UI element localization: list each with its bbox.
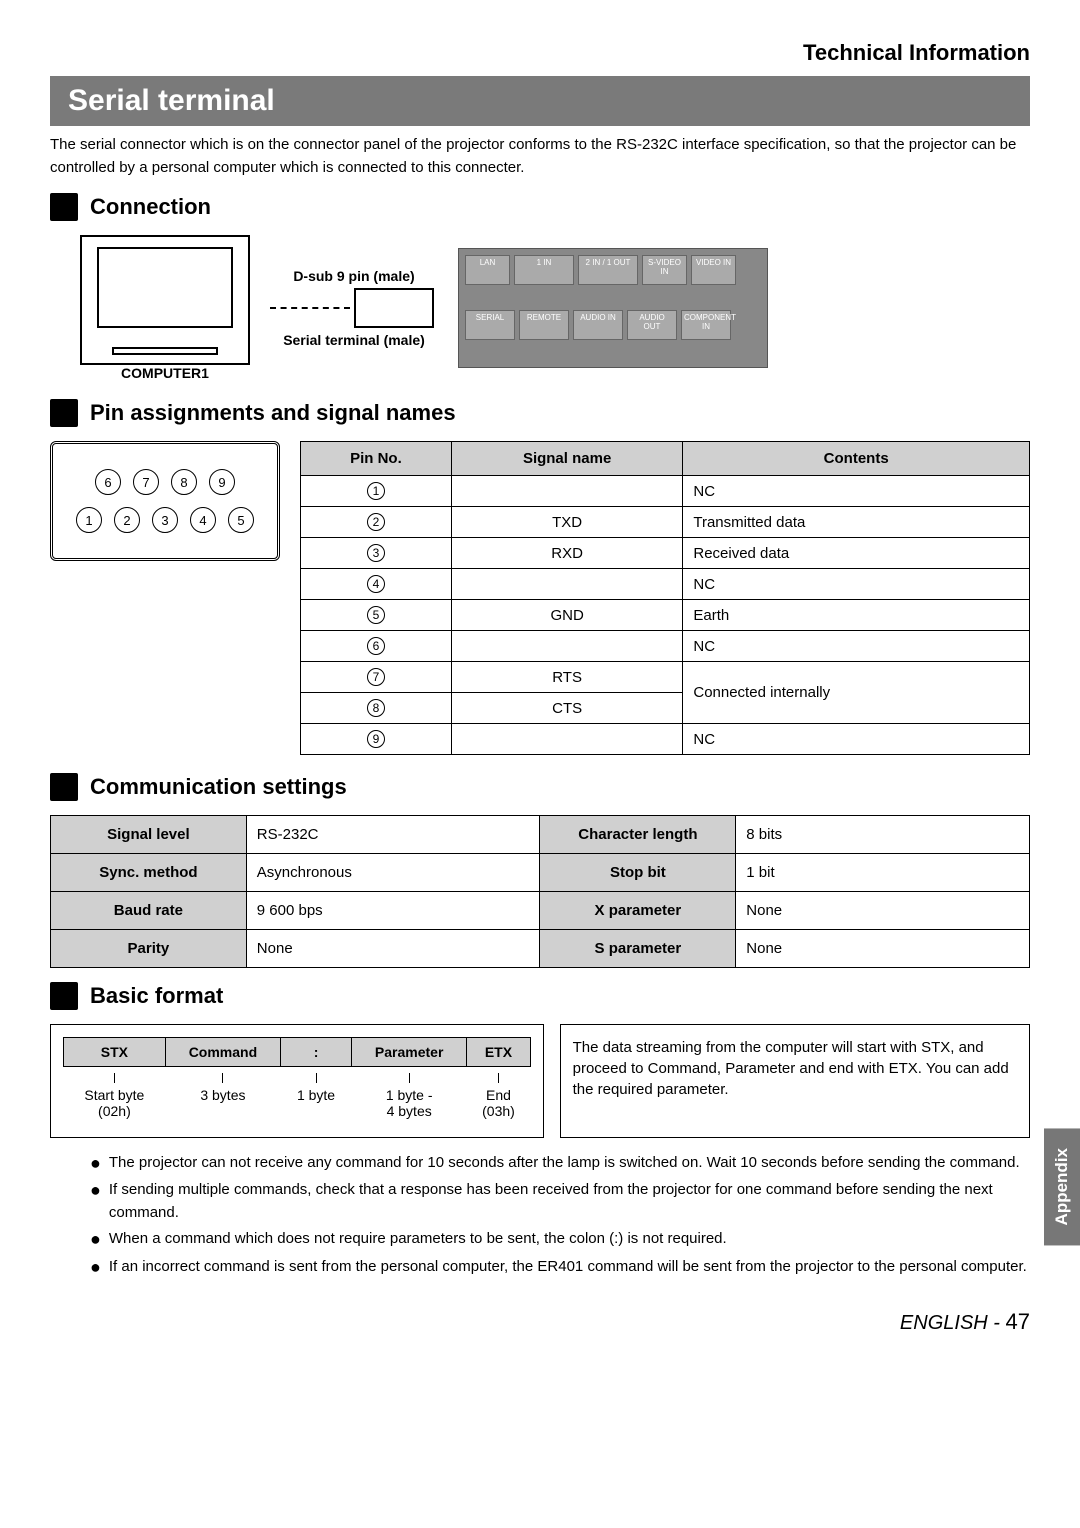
page-top-title: Technical Information: [50, 40, 1030, 66]
table-row: 1NC: [301, 476, 1030, 507]
fmt-colon-h: :: [281, 1038, 352, 1067]
fmt-param-h: Parameter: [352, 1038, 467, 1067]
fmt-etx-h: ETX: [467, 1038, 530, 1067]
pin-header-signal: Signal name: [451, 442, 682, 476]
comm-parity-v: None: [246, 930, 540, 968]
subhead-format: Basic format: [90, 983, 223, 1009]
comm-signal-level-v: RS-232C: [246, 816, 540, 854]
comm-sparam-h: S parameter: [540, 930, 736, 968]
bullet-icon: ●: [90, 1179, 101, 1224]
comm-char-len-h: Character length: [540, 816, 736, 854]
pin-circle: 3: [152, 507, 178, 533]
table-row: 2TXDTransmitted data: [301, 507, 1030, 538]
connection-diagram: COMPUTER1 D-sub 9 pin (male) Serial term…: [80, 235, 1030, 381]
bullet-icon: ●: [90, 1152, 101, 1175]
intro-text: The serial connector which is on the con…: [50, 134, 1030, 179]
fmt-param-v1: 1 byte -: [386, 1087, 433, 1103]
comm-xparam-v: None: [736, 892, 1030, 930]
table-row: 7RTSConnected internally: [301, 662, 1030, 693]
panel-lan: LAN: [465, 255, 510, 285]
fmt-colon-v: 1 byte: [297, 1087, 335, 1103]
comm-xparam-h: X parameter: [540, 892, 736, 930]
communication-settings-table: Signal level RS-232C Character length 8 …: [50, 815, 1030, 968]
comm-baud-v: 9 600 bps: [246, 892, 540, 930]
table-row: 6NC: [301, 631, 1030, 662]
connector-pinout-diagram: 6 7 8 9 1 2 3 4 5: [50, 441, 280, 561]
fmt-param-v2: 4 bytes: [387, 1103, 432, 1119]
pin-circle: 4: [190, 507, 216, 533]
comm-parity-h: Parity: [51, 930, 247, 968]
footer-sep: -: [988, 1312, 1006, 1334]
serial-male-label: Serial terminal (male): [283, 332, 425, 348]
format-diagram: STX Command : Parameter ETX Start byte(0…: [50, 1024, 544, 1138]
panel-audioout: AUDIO OUT: [627, 310, 677, 340]
subhead-pin: Pin assignments and signal names: [90, 400, 456, 426]
subhead-comm: Communication settings: [90, 774, 347, 800]
fmt-etx-v2: (03h): [482, 1103, 515, 1119]
pin-assignment-table: Pin No. Signal name Contents 1NC 2TXDTra…: [300, 441, 1030, 755]
format-description: The data streaming from the computer wil…: [560, 1024, 1030, 1138]
table-row: 5GNDEarth: [301, 600, 1030, 631]
fmt-cmd-h: Command: [165, 1038, 280, 1067]
bullet-square-icon: [50, 982, 78, 1010]
section-title-bar: Serial terminal: [50, 76, 1030, 126]
note-text: The projector can not receive any comman…: [109, 1152, 1020, 1175]
table-row: 4NC: [301, 569, 1030, 600]
note-text: If sending multiple commands, check that…: [109, 1179, 1030, 1224]
comm-signal-level-h: Signal level: [51, 816, 247, 854]
fmt-cmd-v: 3 bytes: [200, 1087, 245, 1103]
bullet-icon: ●: [90, 1256, 101, 1279]
pin-circle: 7: [133, 469, 159, 495]
comm-stop-v: 1 bit: [736, 854, 1030, 892]
panel-remote: REMOTE: [519, 310, 569, 340]
fmt-stx-h: STX: [64, 1038, 166, 1067]
computer-label: COMPUTER1: [80, 365, 250, 381]
comm-sparam-v: None: [736, 930, 1030, 968]
serial-connector-icon: [354, 288, 434, 328]
subhead-connection: Connection: [90, 194, 211, 220]
note-text: When a command which does not require pa…: [109, 1228, 727, 1251]
notes-list: ● The projector can not receive any comma…: [90, 1152, 1030, 1279]
laptop-icon: [80, 235, 250, 365]
comm-stop-h: Stop bit: [540, 854, 736, 892]
bullet-square-icon: [50, 773, 78, 801]
side-tab-appendix: Appendix: [1044, 1128, 1080, 1245]
pin-circle: 8: [171, 469, 197, 495]
comm-sync-v: Asynchronous: [246, 854, 540, 892]
pin-header-no: Pin No.: [301, 442, 452, 476]
panel-computer-in2: 2 IN / 1 OUT: [578, 255, 638, 285]
pin-circle: 5: [228, 507, 254, 533]
page-footer: ENGLISH - 47: [50, 1309, 1030, 1335]
pin-circle: 9: [209, 469, 235, 495]
fmt-etx-v1: End: [486, 1087, 511, 1103]
fmt-stx-v2: (02h): [98, 1103, 131, 1119]
pin-circle: 1: [76, 507, 102, 533]
panel-component: COMPONENT IN: [681, 310, 731, 340]
footer-language: ENGLISH: [900, 1312, 988, 1334]
comm-baud-h: Baud rate: [51, 892, 247, 930]
bullet-square-icon: [50, 399, 78, 427]
projector-panel-diagram: LAN 1 IN 2 IN / 1 OUT S-VIDEO IN VIDEO I…: [458, 248, 768, 368]
bullet-square-icon: [50, 193, 78, 221]
comm-sync-h: Sync. method: [51, 854, 247, 892]
panel-serial: SERIAL: [465, 310, 515, 340]
page-number: 47: [1006, 1309, 1030, 1334]
panel-video: VIDEO IN: [691, 255, 736, 285]
panel-computer-in1: 1 IN: [514, 255, 574, 285]
pin-circle: 6: [95, 469, 121, 495]
cable-line-icon: [270, 307, 350, 309]
panel-audio: AUDIO IN: [573, 310, 623, 340]
bullet-icon: ●: [90, 1228, 101, 1251]
comm-char-len-v: 8 bits: [736, 816, 1030, 854]
fmt-stx-v1: Start byte: [84, 1087, 144, 1103]
table-row: 3RXDReceived data: [301, 538, 1030, 569]
note-text: If an incorrect command is sent from the…: [109, 1256, 1027, 1279]
table-row: 9NC: [301, 724, 1030, 755]
pin-header-contents: Contents: [683, 442, 1030, 476]
panel-svideo: S-VIDEO IN: [642, 255, 687, 285]
pin-circle: 2: [114, 507, 140, 533]
dsub-label: D-sub 9 pin (male): [293, 268, 414, 284]
